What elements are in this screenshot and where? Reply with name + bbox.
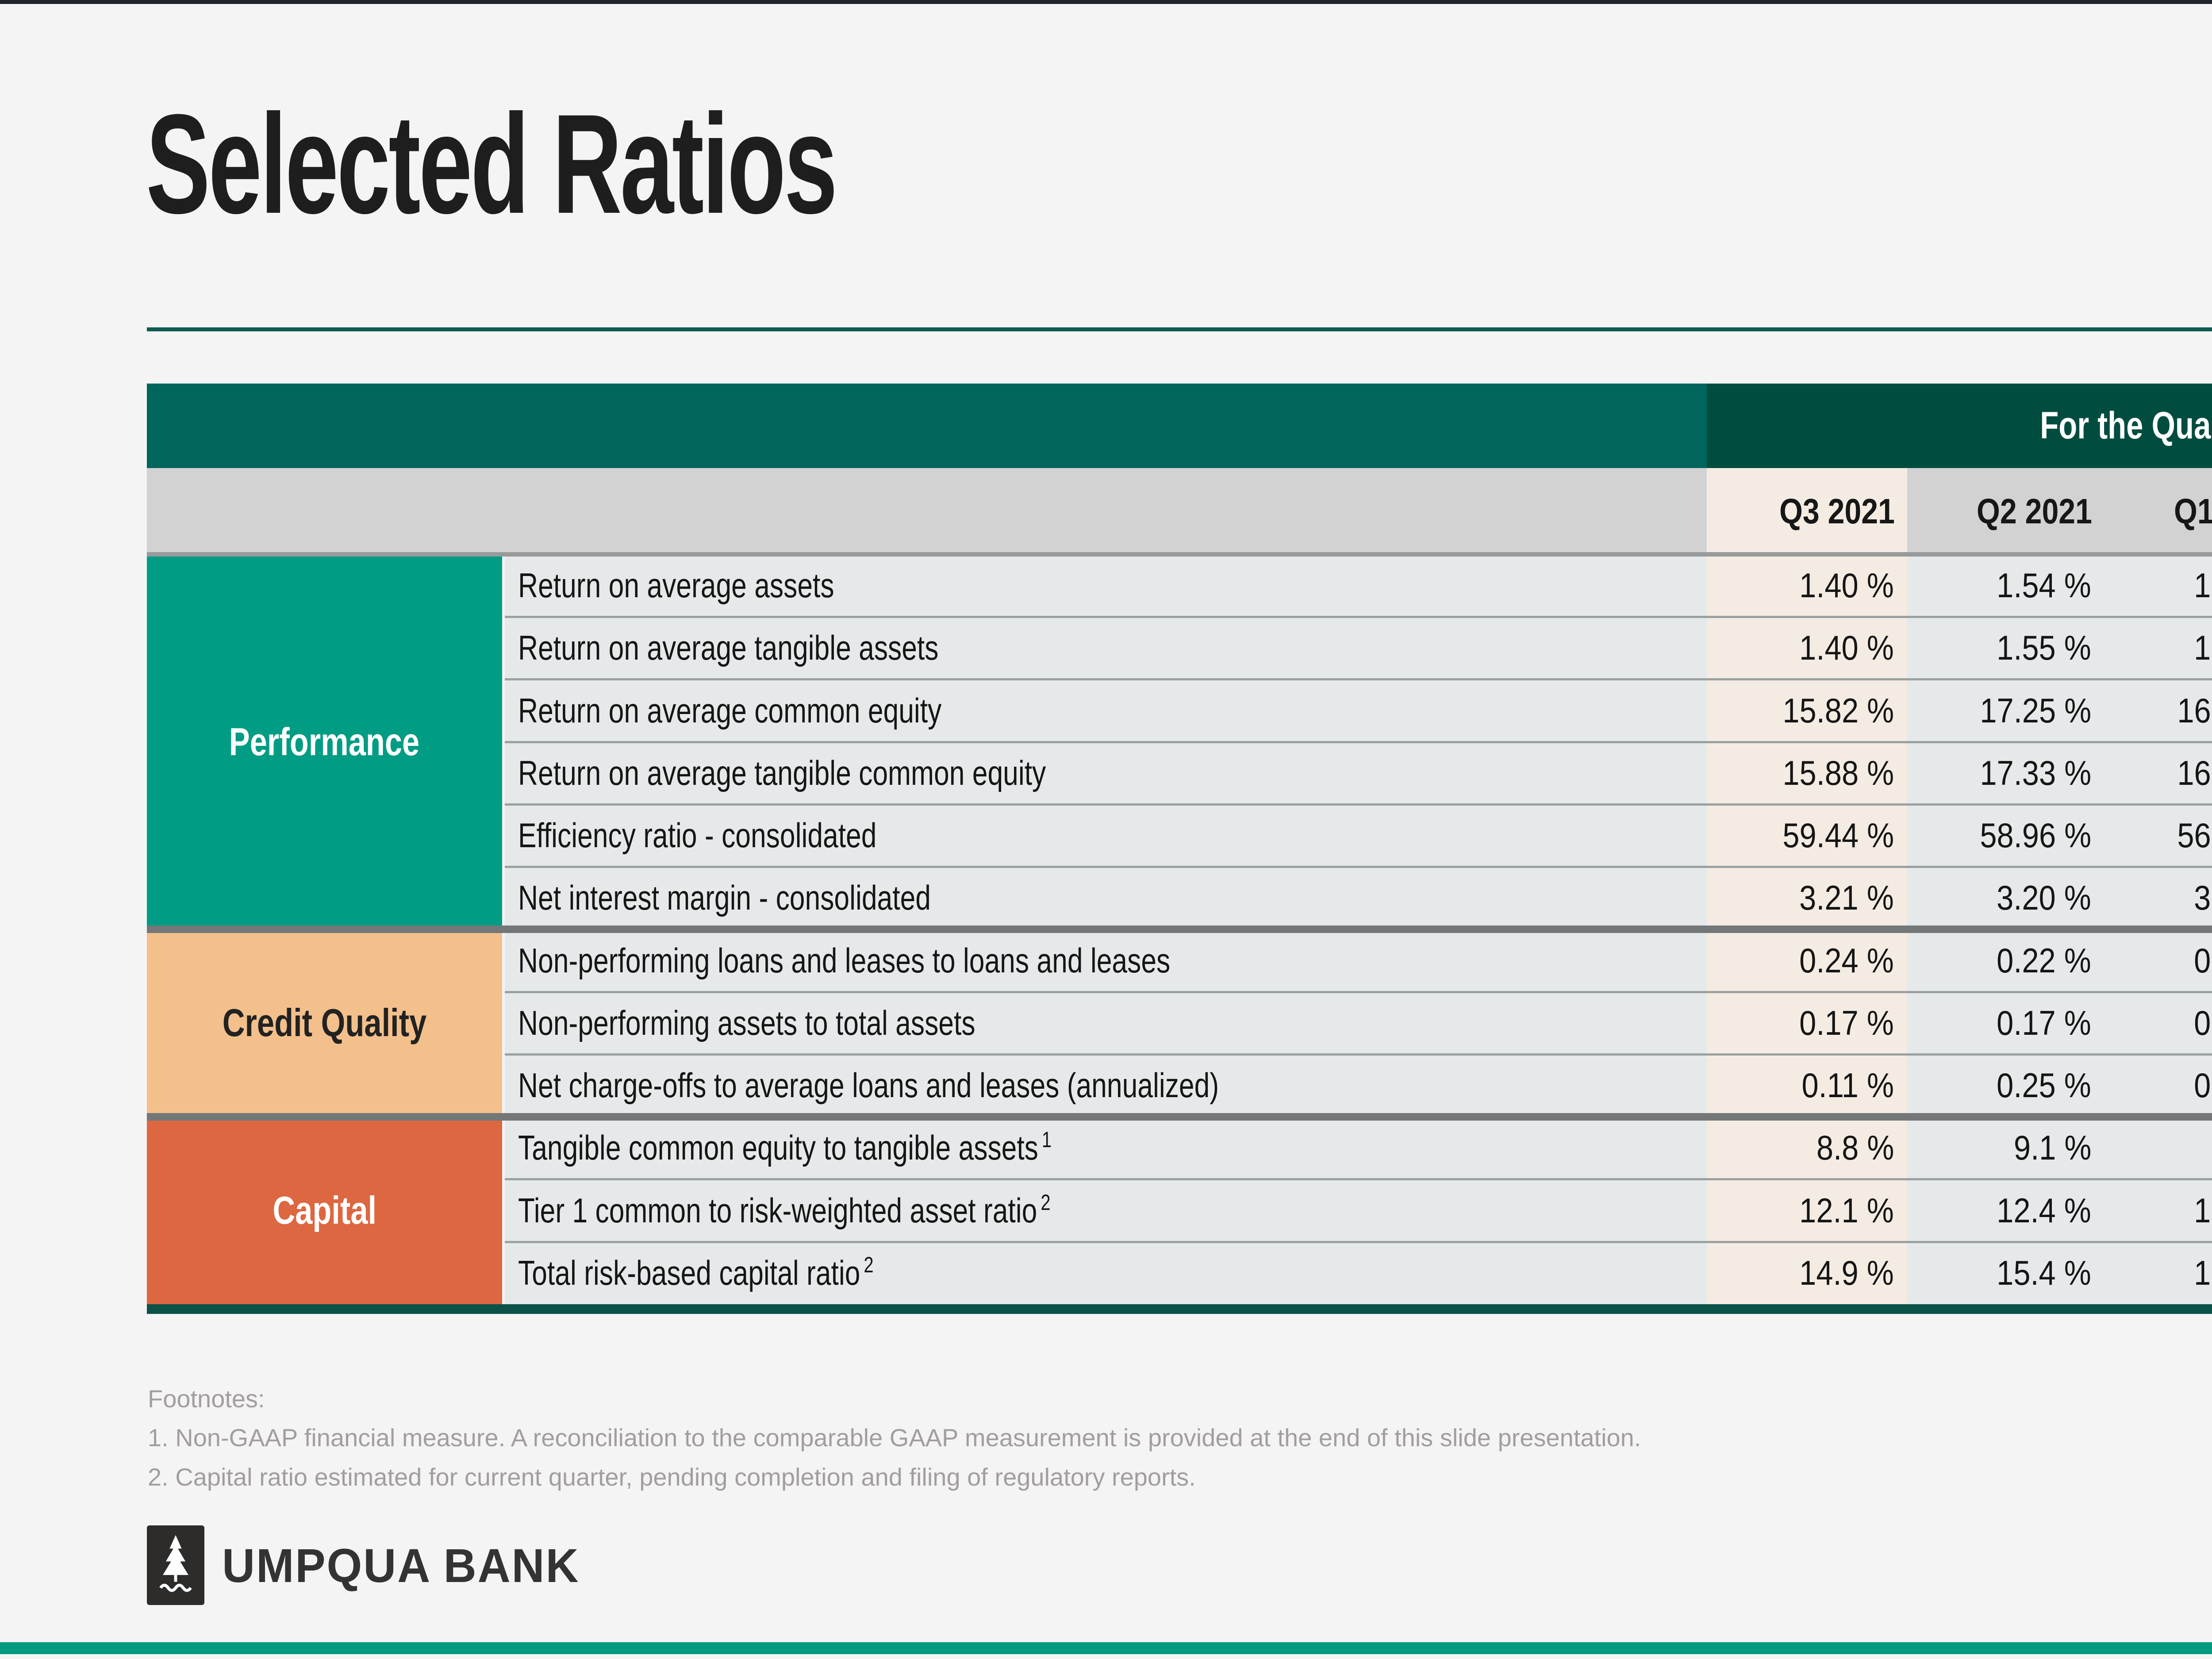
ratio-value-cell: 16.43 % xyxy=(2104,741,2212,804)
pine-tree-icon xyxy=(147,1525,204,1605)
ratio-value-cell: 1.54 % xyxy=(1907,554,2104,617)
bottom-accent-bar xyxy=(0,1642,2212,1654)
ratio-value-cell: 12.6 % xyxy=(2104,1179,2212,1242)
ratio-label-cell: Non-performing assets to total assets xyxy=(505,991,1707,1054)
ratio-value-cell: 0.17 % xyxy=(1707,991,1907,1054)
ratio-value-cell: 9.1 % xyxy=(1907,1117,2104,1179)
ratio-value-cell: 1.49 % xyxy=(2104,617,2212,680)
ratio-value-cell: 59.44 % xyxy=(1707,804,1907,867)
ratio-value-cell: 17.25 % xyxy=(1907,679,2104,742)
ratio-value-cell: 0.17 % xyxy=(1907,991,2104,1054)
ratio-label-cell: Tangible common equity to tangible asset… xyxy=(505,1117,1707,1179)
title-divider xyxy=(147,327,2212,331)
ratio-value-cell: 0.11 % xyxy=(1707,1054,1907,1117)
ratio-value-cell: 1.40 % xyxy=(1707,554,1907,617)
column-header-q3-2021: Q3 2021 xyxy=(1707,468,1907,554)
row-divider xyxy=(505,678,2212,680)
ratio-value-cell: 8.8 % xyxy=(1707,1117,1907,1179)
ratio-value-cell: 8.9 % xyxy=(2104,1117,2212,1179)
ratio-value-cell: 12.1 % xyxy=(1707,1179,1907,1242)
column-header-blank xyxy=(147,468,1707,554)
row-divider xyxy=(505,1241,2212,1243)
category-capital: Capital xyxy=(147,1117,502,1304)
ratio-label-cell: Return on average assets xyxy=(505,554,1707,617)
row-divider xyxy=(505,616,2212,618)
page-title: Selected Ratios xyxy=(146,84,837,243)
ratio-label-cell: Net interest margin - consolidated xyxy=(505,867,1707,929)
table-bottom-border xyxy=(147,1304,2212,1314)
table-corner-header xyxy=(147,384,1707,468)
ratio-value-cell: 0.33 % xyxy=(2104,1054,2212,1117)
quarter-ended-label: For the Quarter Ended xyxy=(2039,404,2212,447)
ratio-value-cell: 1.55 % xyxy=(1907,617,2104,680)
ratio-value-cell: 56.74 % xyxy=(2104,804,2212,867)
ratio-label-cell: Return on average common equity xyxy=(505,679,1707,742)
ratio-value-cell: 0.24 % xyxy=(1707,929,1907,992)
ratio-label-cell: Efficiency ratio - consolidated xyxy=(505,804,1707,867)
top-edge-bar xyxy=(0,0,2212,4)
row-divider xyxy=(505,866,2212,868)
ratio-value-cell: 58.96 % xyxy=(1907,804,2104,867)
row-divider xyxy=(505,991,2212,993)
ratio-value-cell: 15.82 % xyxy=(1707,679,1907,742)
ratio-value-cell: 0.25 % xyxy=(2104,929,2212,992)
category-credit-quality: Credit Quality xyxy=(147,929,502,1117)
ratio-label-cell: Total risk-based capital ratio 2 xyxy=(505,1241,1707,1304)
ratio-label-cell: Non-performing loans and leases to loans… xyxy=(505,929,1707,992)
ratio-label-cell: Return on average tangible common equity xyxy=(505,741,1707,804)
ratio-value-cell: 3.20 % xyxy=(1907,867,2104,929)
ratio-value-cell: 16.33 % xyxy=(2104,679,2212,742)
footnote-2: 2. Capital ratio estimated for current q… xyxy=(148,1463,1196,1491)
ratio-value-cell: 14.9 % xyxy=(1707,1241,1907,1304)
ratio-value-cell: 15.8 % xyxy=(2104,1241,2212,1304)
ratio-label-cell: Net charge-offs to average loans and lea… xyxy=(505,1054,1707,1117)
logo-wordmark: UMPQUA BANK xyxy=(222,1538,580,1592)
ratio-value-cell: 15.88 % xyxy=(1707,741,1907,804)
footnote-1: 1. Non-GAAP financial measure. A reconci… xyxy=(148,1424,1641,1452)
column-header-q1-2021: Q1 2021 xyxy=(2104,468,2212,554)
ratio-value-cell: 0.19 % xyxy=(2104,991,2212,1054)
footnotes: Footnotes: 1. Non-GAAP financial measure… xyxy=(148,1379,1641,1497)
row-divider xyxy=(505,741,2212,743)
ratio-value-cell: 12.4 % xyxy=(1907,1179,2104,1242)
ratio-value-cell: 17.33 % xyxy=(1907,741,2104,804)
ratio-value-cell: 3.21 % xyxy=(1707,867,1907,929)
row-divider xyxy=(505,1053,2212,1056)
ratio-value-cell: 15.4 % xyxy=(1907,1241,2104,1304)
ratio-value-cell: 3.18 % xyxy=(2104,867,2212,929)
ratio-value-cell: 0.22 % xyxy=(1907,929,2104,992)
header-separator-line xyxy=(147,552,2212,557)
group-divider xyxy=(147,1113,2212,1121)
ratio-label-cell: Return on average tangible assets xyxy=(505,617,1707,680)
umpqua-bank-logo: UMPQUA BANK xyxy=(147,1525,599,1605)
selected-ratios-table: For the Quarter Ended Q3 2021 Q2 2021 Q1… xyxy=(147,384,2212,1314)
ratio-value-cell: 1.49 % xyxy=(2104,554,2212,617)
footnotes-heading: Footnotes: xyxy=(148,1385,265,1413)
group-divider xyxy=(147,926,2212,933)
ratio-label-cell: Tier 1 common to risk-weighted asset rat… xyxy=(505,1179,1707,1242)
ratio-value-cell: 1.40 % xyxy=(1707,617,1907,680)
row-divider xyxy=(505,1178,2212,1180)
quarter-ended-header: For the Quarter Ended xyxy=(1707,384,2212,468)
ratio-value-cell: 0.25 % xyxy=(1907,1054,2104,1117)
category-performance: Performance xyxy=(147,554,502,929)
row-divider xyxy=(505,803,2212,806)
column-header-q2-2021: Q2 2021 xyxy=(1907,468,2104,554)
